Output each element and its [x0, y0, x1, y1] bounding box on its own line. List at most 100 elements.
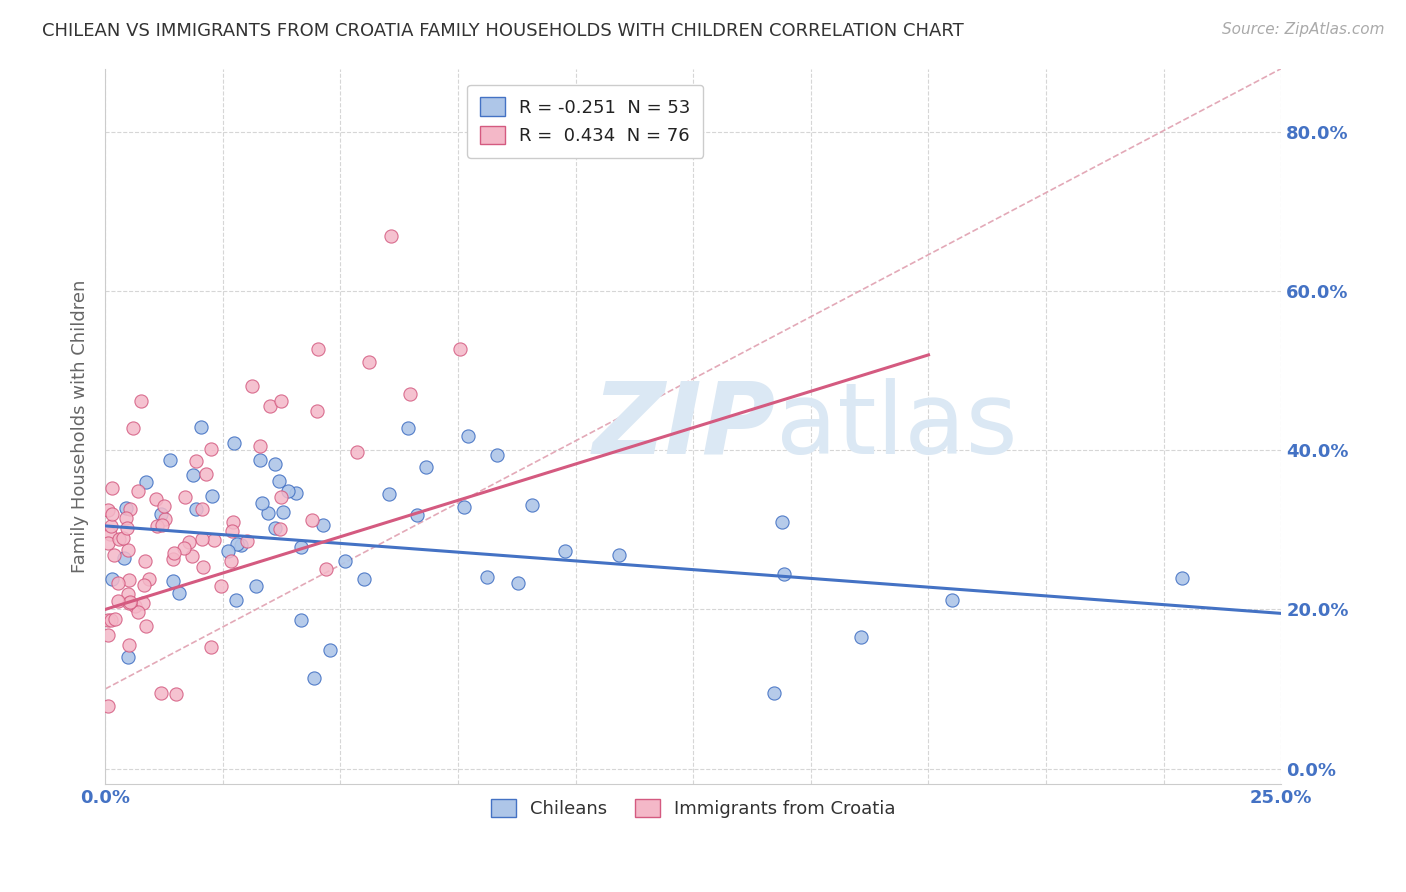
- Point: [271, 505, 294, 519]
- Point: [221, 524, 243, 539]
- Point: [149, 686, 172, 700]
- Point: [118, 638, 141, 652]
- Point: [301, 513, 323, 527]
- Point: [155, 512, 177, 526]
- Point: [100, 481, 122, 495]
- Point: [150, 517, 173, 532]
- Point: [849, 630, 872, 644]
- Point: [100, 519, 122, 533]
- Point: [166, 687, 188, 701]
- Point: [124, 599, 146, 614]
- Point: [762, 685, 785, 699]
- Point: [97, 536, 120, 550]
- Point: [264, 521, 287, 535]
- Point: [162, 552, 184, 566]
- Point: [127, 605, 149, 619]
- Point: [163, 546, 186, 560]
- Point: [290, 613, 312, 627]
- Point: [249, 439, 271, 453]
- Point: [257, 506, 280, 520]
- Point: [162, 574, 184, 589]
- Point: [270, 490, 292, 504]
- Point: [134, 554, 156, 568]
- Point: [250, 496, 273, 510]
- Point: [242, 379, 264, 393]
- Point: [485, 448, 508, 462]
- Point: [378, 487, 401, 501]
- Point: [245, 579, 267, 593]
- Point: [107, 594, 129, 608]
- Point: [270, 393, 292, 408]
- Point: [941, 592, 963, 607]
- Point: [114, 550, 136, 565]
- Point: [181, 549, 204, 563]
- Point: [522, 498, 544, 512]
- Point: [202, 533, 225, 547]
- Point: [217, 543, 239, 558]
- Point: [333, 554, 356, 568]
- Point: [450, 342, 472, 356]
- Point: [132, 577, 155, 591]
- Point: [115, 520, 138, 534]
- Point: [415, 460, 437, 475]
- Point: [190, 533, 212, 547]
- Text: ZIP: ZIP: [592, 378, 776, 475]
- Point: [118, 594, 141, 608]
- Point: [277, 484, 299, 499]
- Point: [225, 593, 247, 607]
- Text: atlas: atlas: [776, 378, 1017, 475]
- Point: [457, 428, 479, 442]
- Point: [508, 576, 530, 591]
- Point: [290, 540, 312, 554]
- Point: [190, 501, 212, 516]
- Point: [219, 554, 242, 568]
- Point: [173, 541, 195, 555]
- Point: [117, 543, 139, 558]
- Point: [112, 531, 135, 545]
- Point: [305, 404, 328, 418]
- Point: [145, 491, 167, 506]
- Point: [115, 500, 138, 515]
- Legend: Chileans, Immigrants from Croatia: Chileans, Immigrants from Croatia: [484, 792, 903, 825]
- Point: [312, 517, 335, 532]
- Point: [346, 444, 368, 458]
- Point: [475, 570, 498, 584]
- Text: Source: ZipAtlas.com: Source: ZipAtlas.com: [1222, 22, 1385, 37]
- Point: [607, 548, 630, 562]
- Point: [173, 490, 195, 504]
- Point: [269, 522, 291, 536]
- Y-axis label: Family Households with Children: Family Households with Children: [72, 280, 89, 574]
- Point: [200, 640, 222, 654]
- Point: [107, 576, 129, 591]
- Point: [146, 518, 169, 533]
- Point: [249, 453, 271, 467]
- Point: [318, 643, 340, 657]
- Point: [453, 500, 475, 514]
- Point: [115, 511, 138, 525]
- Point: [159, 453, 181, 467]
- Point: [118, 596, 141, 610]
- Point: [200, 489, 222, 503]
- Point: [118, 573, 141, 587]
- Point: [150, 508, 173, 522]
- Point: [194, 467, 217, 482]
- Point: [152, 500, 174, 514]
- Point: [108, 532, 131, 546]
- Point: [184, 454, 207, 468]
- Point: [259, 399, 281, 413]
- Point: [101, 507, 124, 521]
- Point: [236, 533, 259, 548]
- Point: [222, 435, 245, 450]
- Point: [211, 579, 233, 593]
- Point: [396, 420, 419, 434]
- Point: [117, 650, 139, 665]
- Point: [131, 394, 153, 409]
- Point: [353, 572, 375, 586]
- Point: [772, 567, 794, 582]
- Point: [186, 502, 208, 516]
- Point: [267, 475, 290, 489]
- Point: [104, 612, 127, 626]
- Point: [101, 572, 124, 586]
- Point: [103, 549, 125, 563]
- Point: [304, 671, 326, 685]
